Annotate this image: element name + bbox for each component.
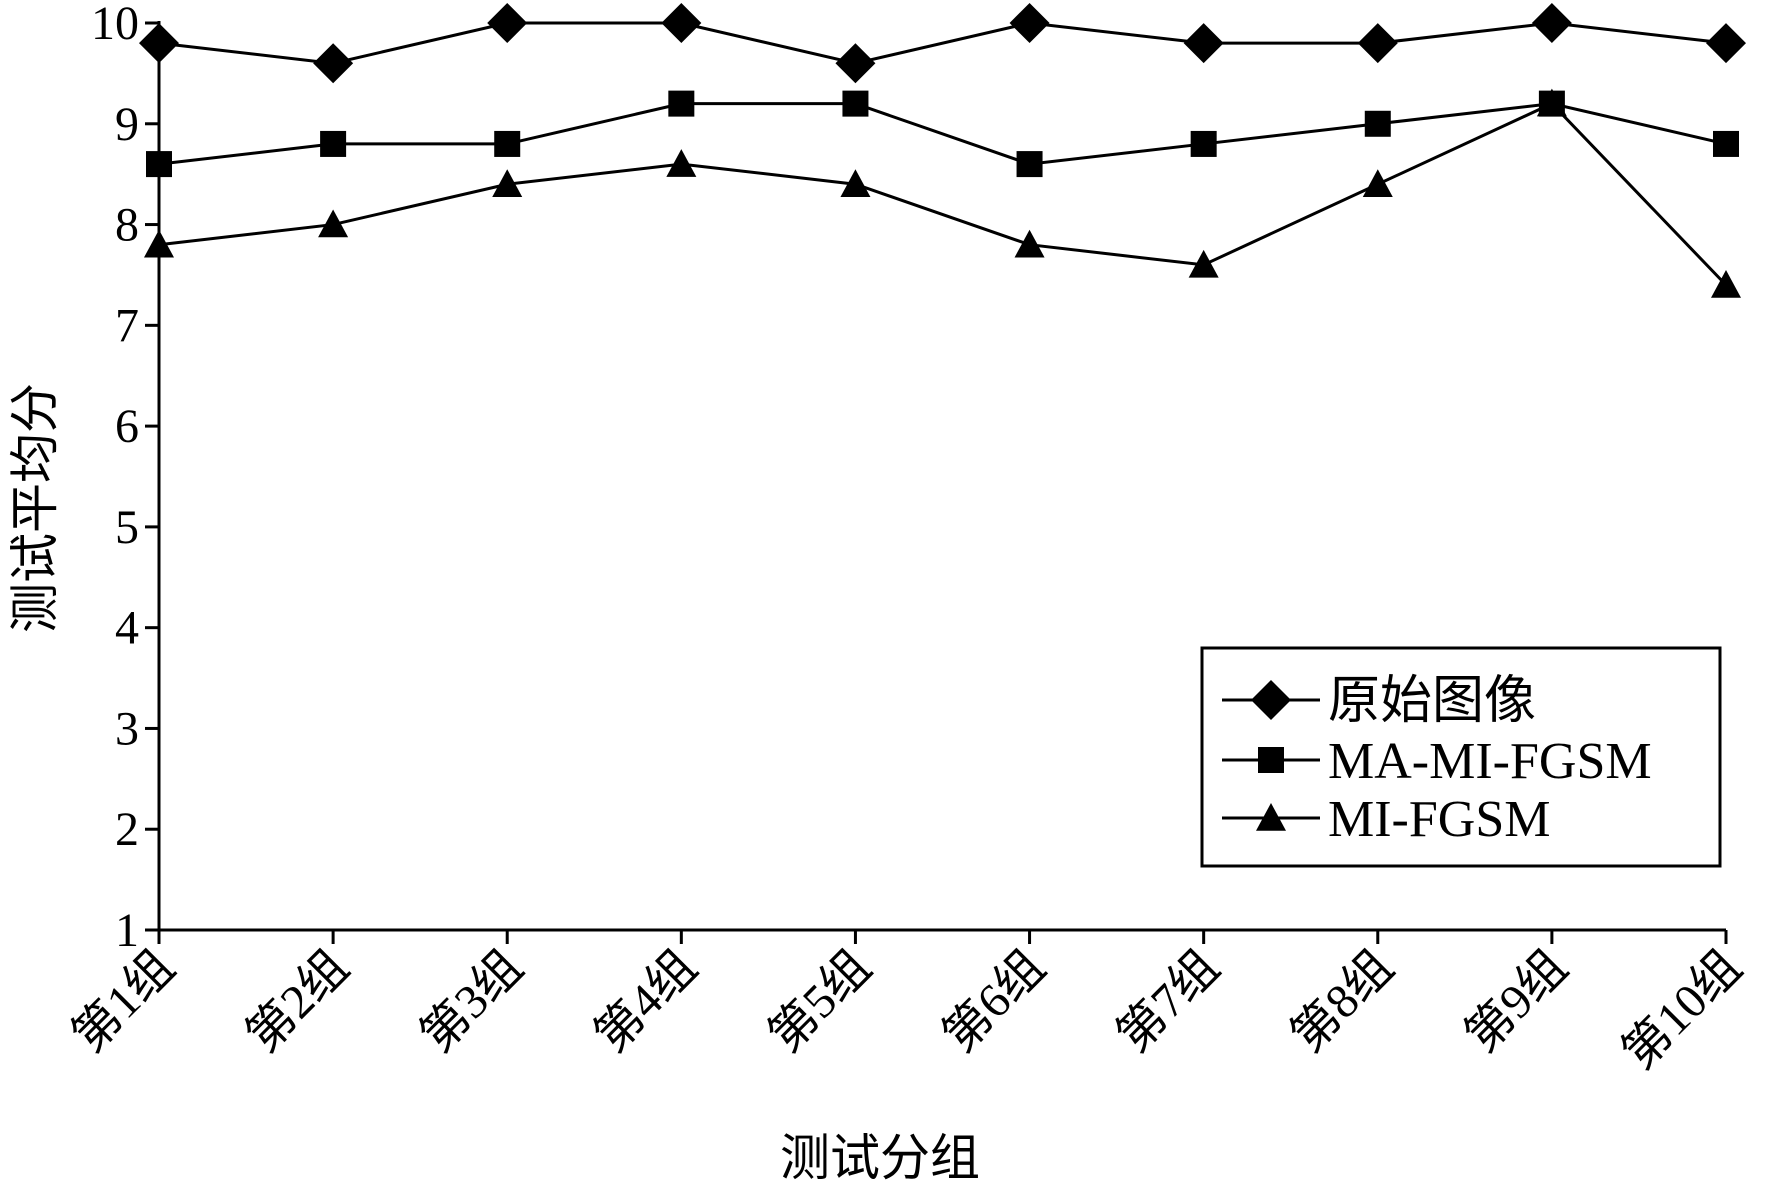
y-tick-label: 6	[115, 400, 139, 453]
series-line	[158, 102, 1727, 166]
legend-item: MA-MI-FGSM	[1222, 733, 1652, 790]
x-tick-label: 第6组	[933, 940, 1055, 1062]
y-tick-label: 8	[115, 199, 139, 252]
x-tick-label: 第8组	[1281, 940, 1403, 1062]
x-tick-label: 第3组	[411, 940, 533, 1062]
data-point	[840, 169, 871, 197]
data-point	[1364, 110, 1391, 137]
data-point	[1188, 249, 1219, 278]
y-tick-label: 10	[91, 0, 139, 50]
y-tick-label: 9	[115, 98, 139, 151]
y-axis-title: 测试平均分	[6, 383, 64, 633]
data-point	[668, 90, 695, 117]
x-tick-label: 第5组	[759, 940, 881, 1062]
data-point	[1711, 270, 1741, 298]
legend-label: MA-MI-FGSM	[1328, 733, 1652, 790]
data-point	[318, 209, 349, 238]
y-tick-label: 5	[115, 501, 139, 554]
data-point	[1009, 3, 1050, 43]
x-tick-label: 第9组	[1455, 940, 1577, 1062]
data-point	[1536, 88, 1567, 117]
data-point	[320, 130, 347, 157]
y-tick-label: 3	[115, 702, 139, 755]
data-point	[1362, 169, 1393, 197]
data-point	[492, 169, 523, 197]
y-tick-label: 7	[115, 299, 139, 352]
data-point	[1713, 130, 1739, 157]
series-2	[144, 88, 1741, 298]
series-1	[146, 90, 1739, 178]
legend-label: MI-FGSM	[1328, 791, 1551, 848]
legend-item: MI-FGSM	[1222, 791, 1551, 848]
x-axis-title: 测试分组	[780, 1129, 980, 1187]
data-point	[487, 3, 528, 43]
series-line	[158, 101, 1728, 287]
x-tick-label: 第1组	[62, 940, 184, 1062]
data-point	[835, 43, 876, 84]
data-point	[313, 43, 354, 84]
data-point	[144, 229, 174, 258]
series-line	[158, 21, 1727, 65]
data-point	[1190, 130, 1217, 157]
axes: 1 2 3 4 5 6 7 8 9 10 第1组 第2组 第3组 第4组 第5组 第6组 第7组 第8组 第9组 第1…	[62, 0, 1751, 1080]
legend-marker	[1256, 803, 1286, 831]
data-point	[1016, 151, 1043, 178]
data-point	[842, 90, 869, 117]
data-point	[666, 149, 697, 177]
series-layer	[139, 3, 1746, 298]
y-tick-label: 4	[115, 602, 139, 655]
x-tick-label: 第4组	[585, 940, 707, 1062]
data-point	[661, 3, 702, 43]
data-point	[146, 151, 172, 178]
data-point	[494, 130, 521, 157]
legend-marker	[1258, 747, 1284, 773]
legend-item: 原始图像	[1222, 673, 1536, 730]
y-tick-label: 1	[115, 904, 139, 957]
y-tick-label: 2	[115, 803, 139, 856]
x-tick-label: 第10组	[1612, 940, 1751, 1079]
series-0	[139, 3, 1746, 84]
data-point	[1357, 23, 1398, 64]
data-point	[1706, 23, 1746, 64]
legend-marker	[1251, 680, 1291, 720]
legend-box	[1200, 646, 1722, 868]
x-tick-label: 第7组	[1107, 940, 1229, 1062]
legend-label: 原始图像	[1328, 673, 1536, 730]
data-point	[1014, 229, 1045, 258]
data-point	[139, 23, 179, 64]
data-point	[1183, 23, 1224, 64]
data-point	[1531, 3, 1572, 43]
x-tick-label: 第2组	[237, 940, 359, 1062]
